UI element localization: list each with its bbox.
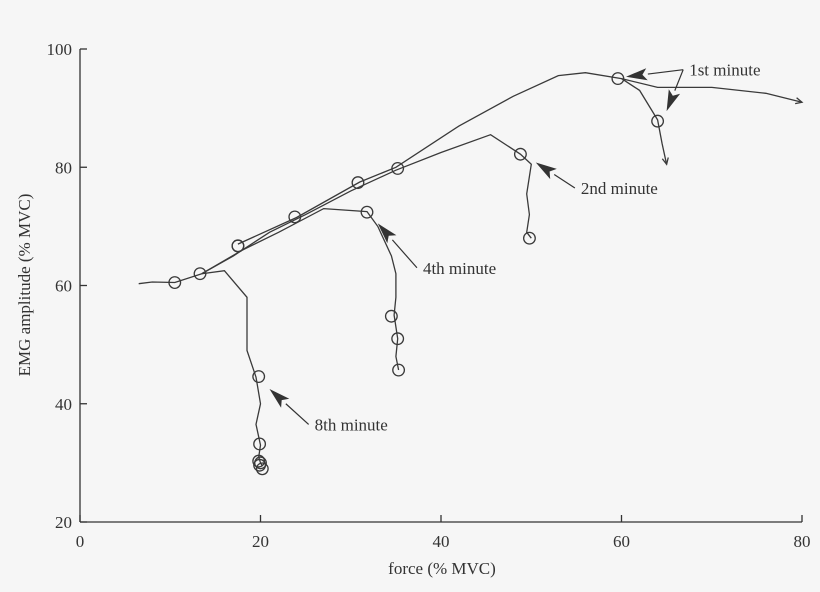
series-line-0 — [237, 72, 803, 245]
annotation-label: 2nd minute — [581, 179, 658, 198]
series-line-1 — [621, 78, 668, 165]
annotation-arrow-head — [535, 162, 557, 180]
x-axis-label: force (% MVC) — [388, 559, 496, 578]
line-end-arrow — [661, 157, 669, 166]
data-point-marker — [351, 176, 365, 190]
y-tick-label: 80 — [55, 158, 72, 177]
x-tick-label: 0 — [76, 532, 85, 551]
annotation-arrow-head — [269, 389, 290, 408]
data-point-marker — [651, 114, 665, 128]
data-point-marker — [384, 309, 398, 323]
data-point-marker — [611, 72, 625, 86]
annotations-group: 1st minute 2nd minute 4th minute 8th minute — [269, 61, 761, 434]
y-tick-label: 20 — [55, 513, 72, 532]
annotation-label: 1st minute — [689, 61, 760, 80]
annotation-arrow-head — [626, 68, 648, 81]
y-tick-label: 40 — [55, 395, 72, 414]
series-line-4 — [138, 270, 263, 467]
data-point-marker — [255, 462, 269, 476]
data-point-marker — [391, 332, 405, 346]
x-tick-label: 20 — [252, 532, 269, 551]
data-point-marker — [392, 363, 406, 377]
annotation-label: 4th minute — [423, 259, 496, 278]
axes — [79, 49, 802, 523]
series-line-3 — [201, 207, 400, 371]
annotation-arrow-shaft — [674, 69, 684, 91]
data-point-marker — [231, 239, 245, 253]
x-tick-label: 60 — [613, 532, 630, 551]
data-point-marker — [193, 267, 207, 281]
data-point-marker — [513, 147, 527, 161]
annotation-arrow-shaft — [391, 239, 418, 269]
annotation-arrow-shaft — [285, 403, 310, 425]
series-line-2 — [201, 133, 532, 275]
data-point-marker — [522, 231, 536, 245]
data-point-marker — [391, 161, 405, 175]
y-tick-label: 100 — [47, 40, 73, 59]
data-point-marker — [360, 205, 374, 219]
y-axis-label: EMG amplitude (% MVC) — [15, 194, 34, 377]
annotation-arrow-head — [377, 223, 397, 244]
data-point-marker — [168, 276, 182, 289]
y-tick-label: 60 — [55, 277, 72, 296]
annotation-arrow-head — [666, 89, 681, 112]
annotation-arrow-shaft — [647, 69, 684, 75]
data-point-marker — [253, 437, 267, 451]
annotation-arrow-shaft — [553, 174, 576, 189]
x-tick-label: 80 — [794, 532, 811, 551]
annotation-label: 8th minute — [315, 415, 388, 434]
series-group — [138, 72, 804, 476]
line-end-arrow — [795, 97, 804, 105]
data-point-marker — [253, 458, 267, 472]
data-point-marker — [252, 370, 266, 384]
x-tick-label: 40 — [433, 532, 450, 551]
